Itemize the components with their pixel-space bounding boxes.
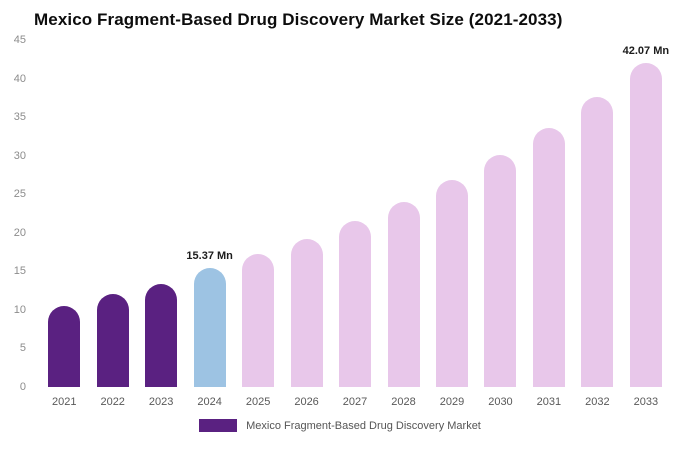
x-tick-2030: 2030: [488, 396, 513, 408]
bar-2023: [145, 283, 178, 387]
bar-column-2026: 2026: [282, 40, 330, 408]
x-tick-2024: 2024: [197, 396, 222, 408]
bar-2030: [484, 154, 517, 387]
plot-area: 0 5 10 15 20 25 30 35 40 45 2021 2022 2023 15.37 Mn 2…: [14, 34, 670, 408]
y-axis: 0 5 10 15 20 25 30 35 40 45: [6, 34, 34, 393]
bar-2031: [532, 127, 565, 387]
y-tick-40: 40: [13, 72, 26, 85]
x-tick-2028: 2028: [391, 396, 416, 408]
x-tick-2027: 2027: [342, 396, 368, 408]
bar-2033: [629, 62, 662, 387]
y-tick-25: 25: [13, 188, 26, 201]
bar-2025: [242, 254, 275, 387]
legend-swatch: [199, 419, 238, 432]
y-tick-30: 30: [13, 149, 26, 162]
legend-label: Mexico Fragment-Based Drug Discovery Mar…: [246, 419, 481, 432]
x-tick-2023: 2023: [148, 396, 174, 408]
x-tick-2021: 2021: [51, 396, 77, 408]
x-tick-2031: 2031: [536, 396, 562, 408]
bar-column-2027: 2027: [331, 40, 379, 408]
bar-column-2025: 2025: [234, 40, 282, 408]
bar-column-2028: 2028: [379, 40, 427, 408]
bar-2024: [193, 268, 226, 387]
bar-column-2031: 2031: [525, 40, 573, 408]
bar-column-2030: 2030: [476, 40, 524, 408]
value-label-2033: 42.07 Mn: [622, 44, 670, 57]
legend: Mexico Fragment-Based Drug Discovery Mar…: [6, 419, 674, 432]
x-tick-2032: 2032: [585, 396, 610, 408]
bar-2029: [435, 179, 468, 387]
bar-2022: [96, 294, 129, 387]
x-tick-2022: 2022: [100, 396, 125, 408]
y-tick-5: 5: [19, 342, 26, 355]
value-label-2024: 15.37 Mn: [186, 250, 233, 263]
x-tick-2026: 2026: [294, 396, 319, 408]
y-tick-0: 0: [19, 381, 26, 393]
y-tick-35: 35: [13, 111, 26, 124]
x-tick-2025: 2025: [245, 396, 271, 408]
bar-column-2022: 2022: [88, 40, 136, 408]
x-tick-2029: 2029: [439, 396, 465, 408]
bar-2028: [387, 201, 420, 387]
chart-title: Mexico Fragment-Based Drug Discovery Mar…: [34, 10, 563, 29]
bar-column-2029: 2029: [428, 40, 476, 408]
bar-column-2021: 2021: [40, 40, 88, 408]
y-tick-15: 15: [13, 265, 26, 278]
bar-2027: [339, 221, 372, 387]
bars-container: 2021 2022 2023 15.37 Mn 2024 2025 2026 2027 2028…: [40, 40, 670, 408]
y-tick-45: 45: [13, 34, 26, 46]
bar-column-2032: 2032: [573, 40, 621, 408]
bar-2021: [48, 306, 81, 387]
y-tick-10: 10: [13, 303, 26, 316]
bar-column-2023: 2023: [137, 40, 185, 408]
bar-2026: [290, 238, 323, 387]
y-tick-20: 20: [13, 226, 26, 239]
bar-column-2024: 15.37 Mn 2024: [185, 40, 233, 408]
bar-column-2033: 42.07 Mn 2033: [622, 40, 670, 408]
bar-2032: [581, 97, 614, 387]
x-tick-2033: 2033: [633, 396, 659, 408]
